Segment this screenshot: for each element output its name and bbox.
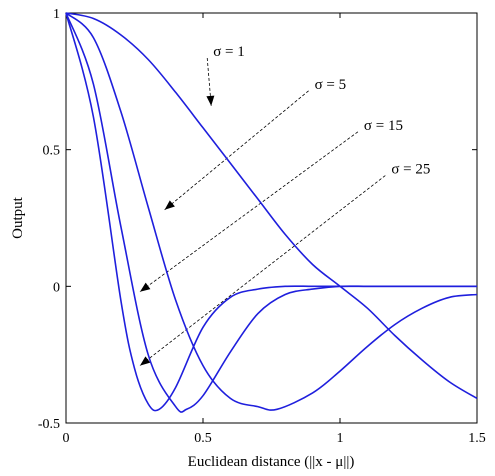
y-tick-label: 0.5	[43, 144, 61, 159]
series-line-sigma-5	[65, 12, 478, 411]
annotation-label: σ = 25	[391, 162, 430, 178]
annotation-leader	[139, 175, 386, 366]
series-line-sigma-25	[65, 12, 477, 412]
y-tick-label: 0	[53, 280, 60, 295]
series	[65, 12, 478, 413]
ticks: 0 0.5 1 1.5-0.500.51	[38, 7, 486, 446]
series-line-sigma-1	[65, 12, 478, 400]
annotation-leader	[164, 90, 309, 211]
y-tick-label: 1	[53, 7, 60, 22]
annotations: σ = 1 σ = 5 σ = 15 σ = 25	[139, 44, 430, 366]
y-tick-label: -0.5	[38, 417, 60, 432]
annotation-arrowhead	[206, 95, 215, 106]
annotation-leader	[139, 131, 359, 293]
annotation-label: σ = 1	[213, 44, 245, 60]
x-tick-label: 1	[337, 431, 344, 446]
annotation-arrowhead	[139, 282, 151, 292]
annotation-label: σ = 5	[315, 77, 347, 93]
x-tick-label: 0	[63, 431, 70, 446]
annotation-arrowhead	[139, 356, 151, 366]
x-axis-title: Euclidean distance (||x - μ||)	[188, 454, 355, 470]
x-tick-label: 0.5	[194, 431, 212, 446]
y-axis-title: Output	[10, 196, 26, 239]
annotation-arrowhead	[164, 200, 175, 210]
x-tick-label: 1.5	[468, 431, 486, 446]
annotation-label: σ = 15	[364, 118, 403, 134]
